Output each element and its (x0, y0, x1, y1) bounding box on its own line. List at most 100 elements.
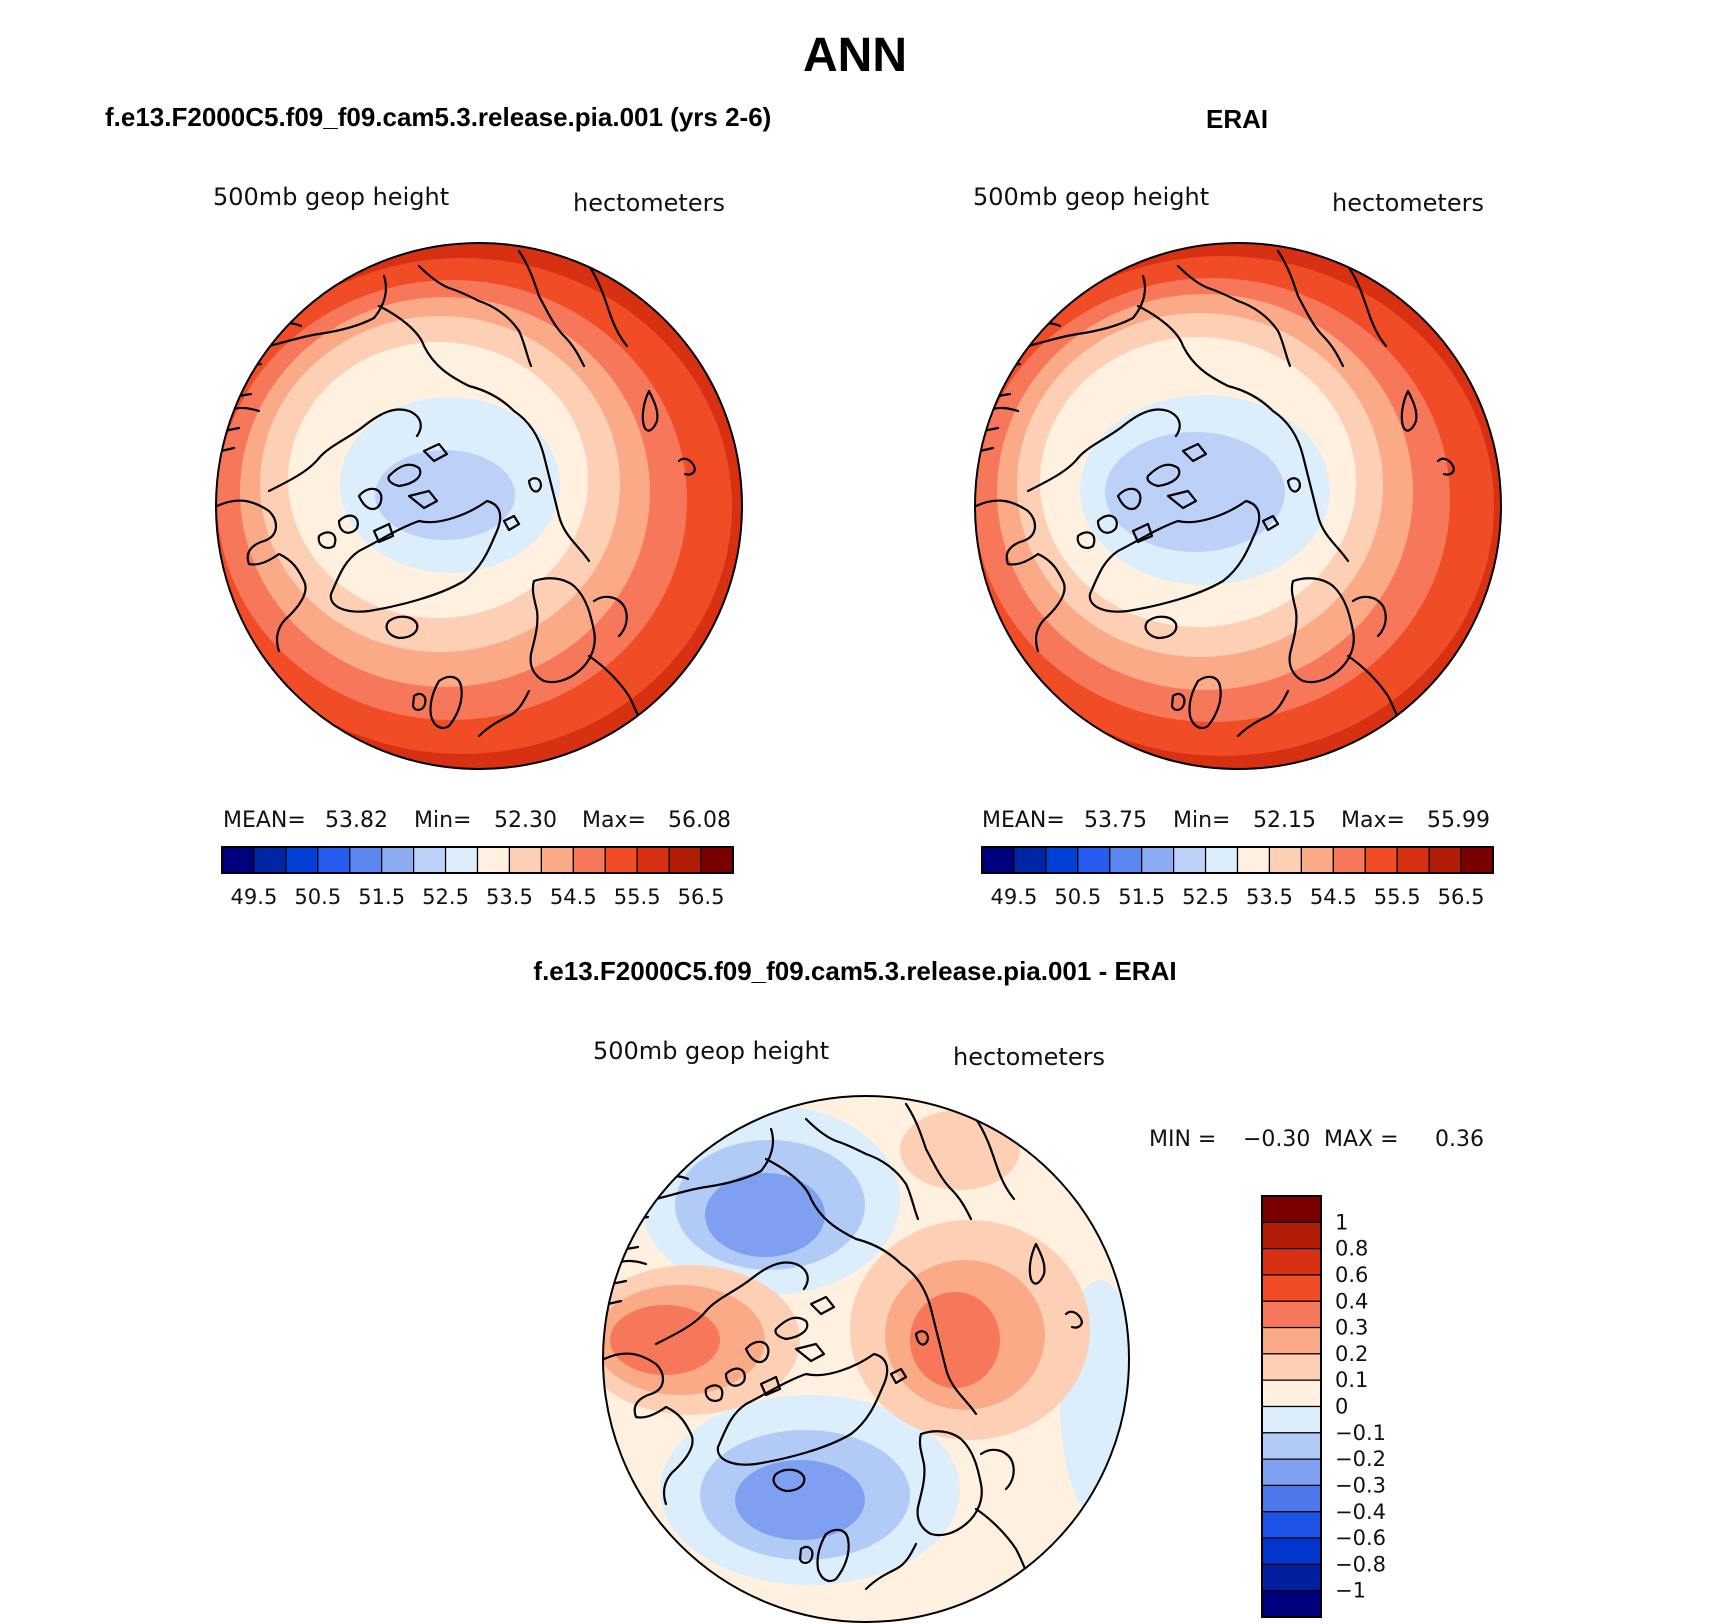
panel1-colorbar-swatch (604, 846, 638, 874)
diff-colorbar-tick-label: −0.1 (1335, 1421, 1386, 1445)
panel2-colorbar-swatch (1300, 846, 1334, 874)
panel1-colorbar-swatch (540, 846, 574, 874)
diff-colorbar-swatch (1261, 1353, 1322, 1381)
panel1-colorbar-swatch (253, 846, 287, 874)
diff-colorbar-tick-label: 0.4 (1335, 1289, 1368, 1313)
diff-colorbar-tick-label: 0 (1335, 1395, 1348, 1419)
panel2-colorbar-swatch (1236, 846, 1271, 874)
panel2-colorbar-tick-label: 54.5 (1310, 885, 1357, 909)
panel1-colorbar-swatch (221, 846, 255, 874)
panel2-colorbar-tick-label: 52.5 (1182, 885, 1229, 909)
panel2-colorbar-swatch (1141, 846, 1175, 874)
panel2-colorbar-tick-label: 55.5 (1374, 885, 1421, 909)
panel1-variable-label: 500mb geop height (213, 183, 450, 211)
panel2-colorbar-swatch (1364, 846, 1398, 874)
diff-colorbar-swatch (1261, 1432, 1322, 1460)
diff-colorbar-tick-label: 1 (1335, 1210, 1348, 1234)
panel3-map (602, 1095, 1130, 1623)
panel2-colorbar-tick-label: 49.5 (991, 885, 1038, 909)
diff-colorbar-tick-label: 0.2 (1335, 1342, 1368, 1366)
panel2-min-value: 52.15 (1253, 808, 1316, 833)
diff-colorbar-tick-label: −0.8 (1335, 1552, 1386, 1576)
panel1-colorbar-tick-label: 50.5 (294, 885, 341, 909)
diff-colorbar-tick-label: 0.1 (1335, 1368, 1368, 1392)
panel1-colorbar-swatch (381, 846, 415, 874)
panel2-colorbar-swatch (1396, 846, 1430, 874)
panel1-colorbar-swatch (508, 846, 542, 874)
panel1-colorbar-tick-label: 55.5 (614, 885, 661, 909)
diff-colorbar-tick-label: −0.2 (1335, 1447, 1386, 1471)
panel1-colorbar-tick-label: 51.5 (358, 885, 405, 909)
panel2-map (974, 242, 1502, 770)
panel1-colorbar-swatch (572, 846, 606, 874)
diff-colorbar-tick-label: −0.6 (1335, 1526, 1386, 1550)
panel2-colorbar-swatch (1268, 846, 1302, 874)
panel3-units-label: hectometers (953, 1043, 1105, 1071)
diff-colorbar-swatch (1261, 1248, 1322, 1276)
panel1-colorbar-tick-label: 53.5 (486, 885, 533, 909)
diff-colorbar-swatch (1261, 1563, 1322, 1592)
diff-colorbar-swatch (1261, 1300, 1322, 1329)
panel1-colorbar-tick-label: 52.5 (422, 885, 469, 909)
panel2-mean-value: 53.75 (1084, 808, 1147, 833)
diff-colorbar: 1 0.80.60.4 0.30.20.1 0−0.1−0.2−0.3 −0.4−0.6… (1261, 1195, 1386, 1618)
panel3-variable-label: 500mb geop height (593, 1037, 830, 1065)
panel1-colorbar: 49.5 50.5 51.5 52.5 53.5 54.5 55.5 56.5 (221, 846, 734, 909)
panel1-colorbar-swatch (413, 846, 447, 874)
panel2-colorbar-swatch (1045, 846, 1079, 874)
panel2-colorbar-swatch (1204, 846, 1239, 874)
panel1-colorbar-tick-label: 56.5 (678, 885, 725, 909)
panel3-max-value: 0.36 (1435, 1127, 1484, 1152)
panel1-max-label: Max= (582, 808, 646, 833)
panel2-colorbar-swatch (1460, 846, 1494, 874)
diff-colorbar-swatch (1261, 1590, 1322, 1618)
diff-colorbar-swatch (1261, 1484, 1322, 1513)
panel2-colorbar-swatch (1109, 846, 1143, 874)
panel1-units-label: hectometers (573, 189, 725, 217)
panel1-colorbar-swatch (285, 846, 319, 874)
diff-colorbar-swatch (1261, 1458, 1322, 1487)
panel1-min-label: Min= (414, 808, 472, 833)
diff-colorbar-swatch (1261, 1221, 1322, 1250)
panel3-min-label: MIN = (1149, 1127, 1217, 1152)
panel1-colorbar-swatch (476, 846, 511, 874)
panel2-colorbar-swatch (1332, 846, 1366, 874)
panel1-colorbar-swatch (668, 846, 702, 874)
diff-colorbar-swatch (1261, 1379, 1322, 1408)
diff-colorbar-tick-label: 0.6 (1335, 1263, 1368, 1287)
panel2-colorbar-swatch (1013, 846, 1047, 874)
panel3-min-value: −0.30 (1243, 1127, 1311, 1152)
panel1-colorbar-swatch (444, 846, 479, 874)
panel1-colorbar-swatch (349, 846, 383, 874)
diff-colorbar-swatch (1261, 1511, 1322, 1539)
panel2-colorbar-tick-label: 51.5 (1118, 885, 1165, 909)
panel2-mean-label: MEAN= (982, 808, 1065, 833)
panel2-colorbar-tick-label: 50.5 (1054, 885, 1101, 909)
diff-colorbar-tick-label: 0.8 (1335, 1237, 1368, 1261)
diff-colorbar-swatch (1261, 1405, 1322, 1434)
diff-colorbar-swatch (1261, 1326, 1322, 1355)
panel1-max-value: 56.08 (668, 808, 731, 833)
panel2-colorbar-swatch (981, 846, 1015, 874)
diff-colorbar-swatch (1261, 1195, 1322, 1223)
panel2-colorbar: 49.5 50.5 51.5 52.5 53.5 54.5 55.5 56.5 (981, 846, 1494, 909)
panel2-colorbar-tick-label: 53.5 (1246, 885, 1293, 909)
panel2-colorbar-tick-label: 56.5 (1438, 885, 1485, 909)
panel1-colorbar-tick-label: 54.5 (550, 885, 597, 909)
figure-title: ANN (803, 29, 907, 82)
panel2-min-label: Min= (1173, 808, 1231, 833)
panel2-max-label: Max= (1341, 808, 1405, 833)
panel1-map (215, 242, 743, 770)
diff-colorbar-swatch (1261, 1537, 1322, 1565)
panel2-colorbar-swatch (1077, 846, 1111, 874)
diff-colorbar-swatch (1261, 1274, 1322, 1302)
panel1-colorbar-tick-label: 49.5 (231, 885, 278, 909)
diff-colorbar-tick-label: −1 (1335, 1579, 1366, 1603)
panel2-colorbar-swatch (1428, 846, 1462, 874)
panel2-colorbar-swatch (1173, 846, 1207, 874)
panel2-units-label: hectometers (1332, 189, 1484, 217)
panel1-title: f.e13.F2000C5.f09_f09.cam5.3.release.pia… (105, 102, 772, 132)
panel1-mean-label: MEAN= (223, 808, 306, 833)
diff-colorbar-tick-label: −0.3 (1335, 1473, 1386, 1497)
